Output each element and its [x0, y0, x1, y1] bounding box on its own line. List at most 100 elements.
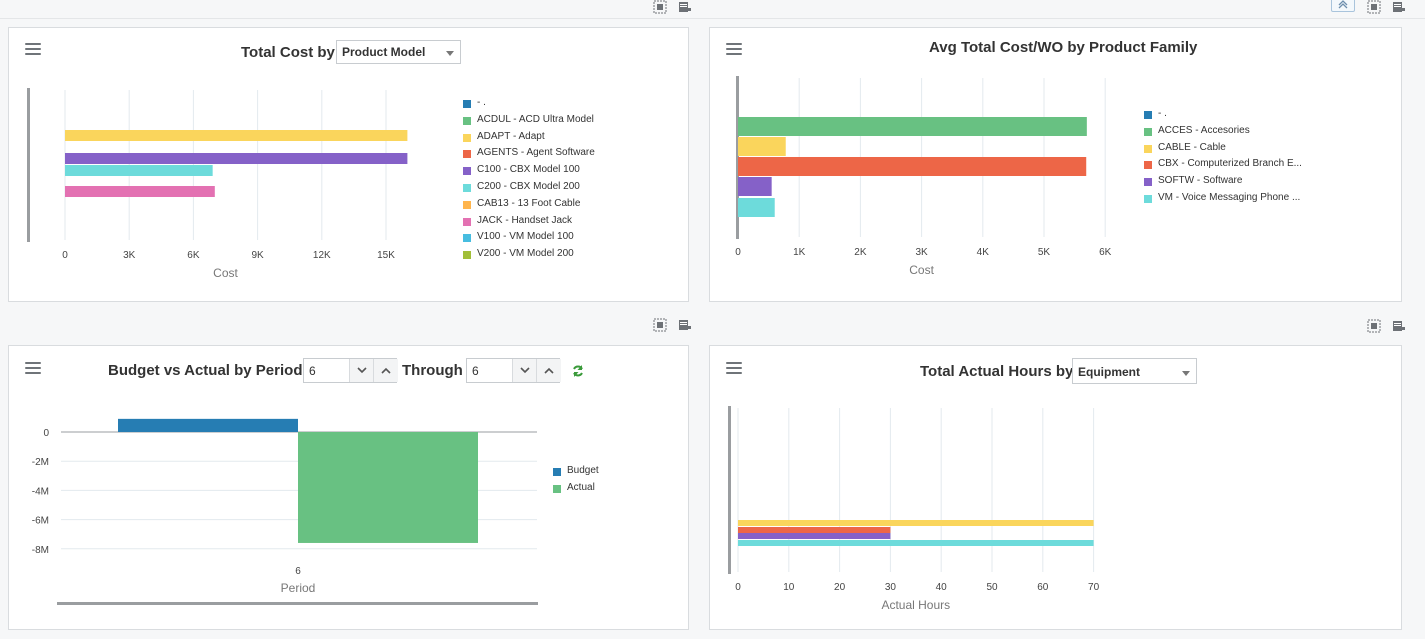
x-tick-label: 10 [783, 582, 795, 593]
period-through-stepper[interactable]: 6 [466, 358, 561, 383]
x-tick-label: 50 [986, 582, 998, 593]
legend-label: C100 - CBX Model 100 [477, 164, 580, 176]
total-cost-panel: Total Cost by Product Model 0 3K 6K 9K 12K 15… [8, 27, 689, 302]
y-axis-line [27, 88, 30, 242]
export-icon[interactable] [1392, 0, 1406, 14]
panel-title: Total Actual Hours by [920, 363, 1074, 380]
panel-title: Budget vs Actual by Period [108, 362, 303, 379]
export-icon[interactable] [1392, 319, 1406, 333]
caret-down-icon [1182, 371, 1190, 376]
actual-hours-panel: Total Actual Hours by Equipment 0 10 20 30 4… [709, 345, 1402, 630]
equipment-dropdown[interactable]: Equipment [1072, 358, 1197, 384]
legend-label: Actual [567, 481, 595, 493]
product-model-dropdown[interactable]: Product Model [336, 40, 461, 64]
chevron-down-icon[interactable] [349, 359, 374, 382]
x-tick-label: 20 [834, 582, 846, 593]
chevron-down-icon[interactable] [512, 359, 537, 382]
chevron-up-icon[interactable] [536, 359, 561, 382]
menu-icon[interactable] [726, 362, 742, 376]
menu-icon[interactable] [25, 362, 41, 376]
bar-actual [298, 432, 478, 543]
x-tick-label: 2K [854, 247, 867, 258]
legend-swatch [463, 116, 471, 125]
x-tick-label: 4K [977, 247, 990, 258]
refresh-icon[interactable] [571, 364, 585, 378]
legend-label: ACCES - Accesories [1158, 124, 1250, 136]
chevron-up-icon[interactable] [373, 359, 398, 382]
export-icon[interactable] [678, 0, 692, 14]
x-tick-label: 1K [793, 247, 806, 258]
collapse-up-icon[interactable] [1331, 0, 1355, 12]
top-divider [0, 18, 1425, 19]
x-axis-title: Cost [213, 266, 238, 280]
bar-budget [118, 418, 298, 432]
budget-actual-chart: 0 -2M -4M -6M -8M 6 Period [32, 418, 538, 605]
legend-swatch [1144, 161, 1152, 170]
legend-swatch [1144, 127, 1152, 136]
legend-label: C200 - CBX Model 200 [477, 180, 580, 192]
legend-label: CAB13 - 13 Foot Cable [477, 197, 581, 209]
bar-4 [738, 177, 772, 196]
bar-5 [738, 198, 775, 217]
legend-swatch [463, 234, 471, 243]
legend-label: JACK - Handset Jack [477, 214, 573, 226]
x-tick-label: 3K [915, 247, 928, 258]
maximize-icon[interactable] [653, 318, 667, 332]
x-tick-label: 12K [313, 250, 331, 261]
legend-swatch [1144, 144, 1152, 153]
menu-icon[interactable] [25, 43, 41, 57]
legend-swatch [1144, 194, 1152, 203]
x-tick-label: 70 [1088, 582, 1100, 593]
maximize-icon[interactable] [1367, 0, 1381, 14]
x-tick-label: 0 [735, 247, 741, 258]
x-tick-label: 6K [187, 250, 200, 261]
y-tick-label: -2M [32, 457, 49, 468]
x-tick-label: 60 [1037, 582, 1049, 593]
x-tick-label: 6K [1099, 247, 1112, 258]
y-tick-label: 0 [43, 428, 49, 439]
maximize-icon[interactable] [653, 0, 667, 14]
legend-swatch [463, 150, 471, 159]
x-tick-label: 0 [735, 582, 741, 593]
avg-cost-chart: 0 1K 2K 3K 4K 5K 6K Cost [735, 76, 1112, 277]
bar-1 [738, 520, 1094, 526]
caret-down-icon [446, 51, 454, 56]
legend-label: AGENTS - Agent Software [477, 147, 595, 159]
x-tick-label: 9K [251, 250, 264, 261]
x-tick-label: 5K [1038, 247, 1051, 258]
legend-swatch [553, 484, 561, 493]
x-axis-title: Actual Hours [881, 598, 950, 612]
y-axis-line [728, 406, 731, 574]
legend-label: - . [1158, 108, 1167, 119]
bar-1 [65, 130, 408, 141]
legend-label: SOFTW - Software [1158, 175, 1243, 187]
legend-swatch [463, 133, 471, 142]
x-axis-title: Period [281, 581, 316, 595]
menu-icon[interactable] [726, 43, 742, 57]
total-cost-chart: 0 3K 6K 9K 12K 15K Cost [27, 88, 408, 280]
x-tick-label: 15K [377, 250, 395, 261]
bar-3 [65, 165, 213, 176]
period-from-stepper[interactable]: 6 [303, 358, 398, 383]
y-tick-label: -8M [32, 545, 49, 556]
bar-1 [738, 117, 1087, 136]
x-tick-label: 6 [295, 566, 301, 577]
export-icon[interactable] [678, 318, 692, 332]
bar-2 [738, 137, 786, 156]
through-label: Through [402, 362, 463, 379]
maximize-icon[interactable] [1367, 319, 1381, 333]
legend-label: ADAPT - Adapt [477, 130, 545, 142]
legend-label: Budget [567, 465, 599, 476]
panel-title: Avg Total Cost/WO by Product Family [929, 39, 1198, 56]
bar-3 [738, 157, 1087, 176]
bar-2 [65, 153, 408, 164]
legend-label: CABLE - Cable [1158, 141, 1226, 153]
y-axis-line [736, 76, 739, 239]
x-axis-line [57, 602, 538, 605]
avg-cost-panel: Avg Total Cost/WO by Product Family 0 1K 2… [709, 27, 1402, 302]
period-through-value: 6 [472, 364, 479, 378]
period-from-value: 6 [309, 364, 316, 378]
bar-2 [738, 527, 891, 533]
legend-swatch [1144, 178, 1152, 187]
legend-label: - . [477, 97, 486, 108]
